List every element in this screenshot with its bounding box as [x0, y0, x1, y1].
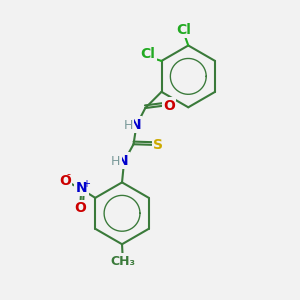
Text: -: - [66, 169, 70, 179]
Text: O: O [75, 201, 86, 215]
Text: CH₃: CH₃ [110, 255, 135, 268]
Text: Cl: Cl [140, 47, 155, 61]
Text: H: H [124, 119, 133, 132]
Text: N: N [130, 118, 141, 131]
Text: Cl: Cl [176, 22, 191, 37]
Text: +: + [82, 179, 90, 189]
Text: S: S [153, 138, 163, 152]
Text: N: N [76, 181, 87, 194]
Text: O: O [59, 174, 71, 188]
Text: O: O [163, 99, 175, 113]
Text: H: H [111, 155, 121, 168]
Text: N: N [117, 154, 129, 168]
